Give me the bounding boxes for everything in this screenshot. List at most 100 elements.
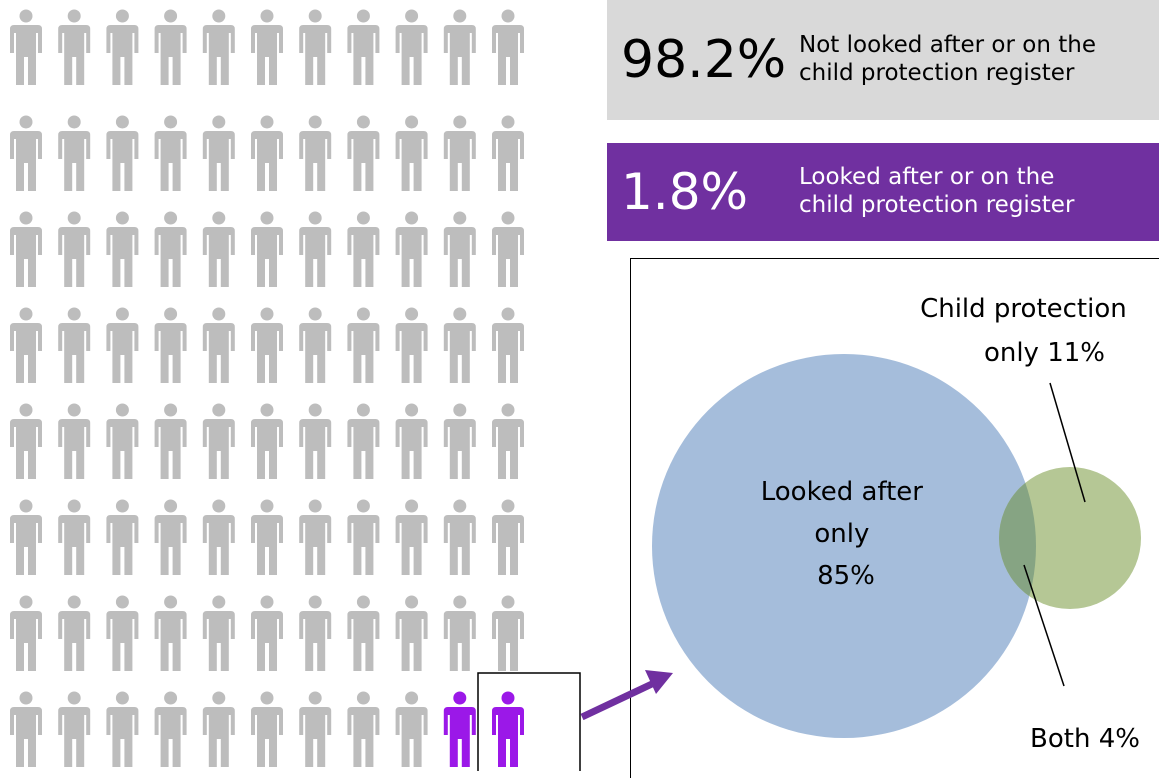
not-looked-after-stat: 98.2% Not looked after or on the child p…: [607, 0, 1159, 120]
person-icon: [347, 691, 380, 767]
child-protection-pointer-line: [1049, 382, 1086, 503]
person-icon: [492, 691, 524, 767]
person-icon: [106, 115, 139, 191]
person-icon: [395, 115, 428, 191]
person-icon: [154, 499, 187, 575]
looked-after-label-line-1: Looked after: [761, 477, 924, 507]
person-icon: [58, 307, 91, 383]
person-icon: [395, 211, 428, 287]
child-protection-circle: [999, 467, 1141, 609]
person-icon: [202, 403, 235, 479]
person-icon: [299, 115, 332, 191]
looked-after-label-line-2: only: [814, 519, 869, 549]
looked-after-stat: 1.8% Looked after or on the child protec…: [607, 143, 1159, 241]
person-icon: [299, 9, 332, 85]
person-icon: [395, 9, 428, 85]
person-icon: [299, 595, 332, 671]
person-icon: [202, 9, 235, 85]
person-icon: [10, 691, 42, 767]
person-icon: [10, 595, 42, 671]
person-icon: [58, 115, 91, 191]
not-looked-after-percent: 98.2%: [621, 30, 787, 90]
highlight-arrow-line: [580, 679, 656, 721]
person-icon: [10, 403, 42, 479]
person-icon: [492, 9, 524, 85]
person-icon: [492, 211, 524, 287]
person-icon: [443, 211, 476, 287]
person-icon: [251, 595, 283, 671]
person-icon: [58, 595, 91, 671]
person-icon: [202, 499, 235, 575]
person-icon: [443, 691, 476, 767]
person-icon: [154, 403, 187, 479]
person-icon: [492, 595, 524, 671]
person-icon: [154, 9, 187, 85]
person-icon: [58, 9, 91, 85]
person-icon: [154, 691, 187, 767]
person-icon: [299, 691, 332, 767]
person-icon: [10, 307, 42, 383]
person-icon: [251, 211, 283, 287]
person-icon: [395, 595, 428, 671]
child-protection-label-line-1: Child protection: [920, 294, 1127, 324]
person-icon: [202, 307, 235, 383]
person-icon: [106, 211, 139, 287]
person-icon: [443, 499, 476, 575]
person-icon: [299, 211, 332, 287]
person-icon: [443, 595, 476, 671]
person-icon: [202, 595, 235, 671]
person-icon: [299, 499, 332, 575]
person-icon: [395, 403, 428, 479]
person-icon: [154, 307, 187, 383]
person-icon: [202, 211, 235, 287]
person-icon: [347, 9, 380, 85]
person-icon: [492, 115, 524, 191]
person-icon: [58, 403, 91, 479]
person-icon: [395, 499, 428, 575]
person-icon: [58, 691, 91, 767]
person-icon: [154, 211, 187, 287]
person-icon: [202, 691, 235, 767]
person-icon: [347, 115, 380, 191]
person-icon: [251, 9, 283, 85]
person-icon: [347, 403, 380, 479]
person-icon: [251, 499, 283, 575]
looked-after-only-label: Looked after only 85%: [761, 477, 932, 591]
not-looked-after-label: Not looked after or on the child protect…: [799, 32, 1096, 86]
person-icon: [395, 691, 428, 767]
person-icon: [10, 211, 42, 287]
person-icon: [10, 115, 42, 191]
both-pointer-line: [1023, 564, 1065, 687]
person-icon: [10, 499, 42, 575]
person-icon: [443, 403, 476, 479]
child-protection-label-line-2: only 11%: [984, 338, 1105, 368]
person-icon: [443, 115, 476, 191]
highlight-box: [477, 672, 581, 771]
person-icon: [347, 595, 380, 671]
person-icon: [154, 595, 187, 671]
person-icon: [443, 307, 476, 383]
child-protection-only-label: Child protection only 11%: [920, 294, 1135, 368]
person-icon: [106, 691, 139, 767]
person-icon: [106, 307, 139, 383]
person-icon: [492, 403, 524, 479]
person-icon: [251, 307, 283, 383]
people-icon-grid: [10, 9, 581, 771]
both-label: Both 4%: [1030, 724, 1140, 754]
person-icon: [395, 307, 428, 383]
person-icon: [106, 595, 139, 671]
person-icon: [251, 691, 283, 767]
highlight-arrow-head: [645, 670, 673, 694]
person-icon: [299, 403, 332, 479]
person-icon: [106, 403, 139, 479]
person-icon: [58, 211, 91, 287]
person-icon: [58, 499, 91, 575]
person-icon: [106, 499, 139, 575]
looked-after-circle: [652, 354, 1036, 738]
person-icon: [492, 499, 524, 575]
looked-after-label: Looked after or on the child protection …: [799, 164, 1075, 218]
person-icon: [492, 307, 524, 383]
looked-after-percent: 1.8%: [621, 163, 749, 221]
person-icon: [251, 115, 283, 191]
person-icon: [106, 9, 139, 85]
